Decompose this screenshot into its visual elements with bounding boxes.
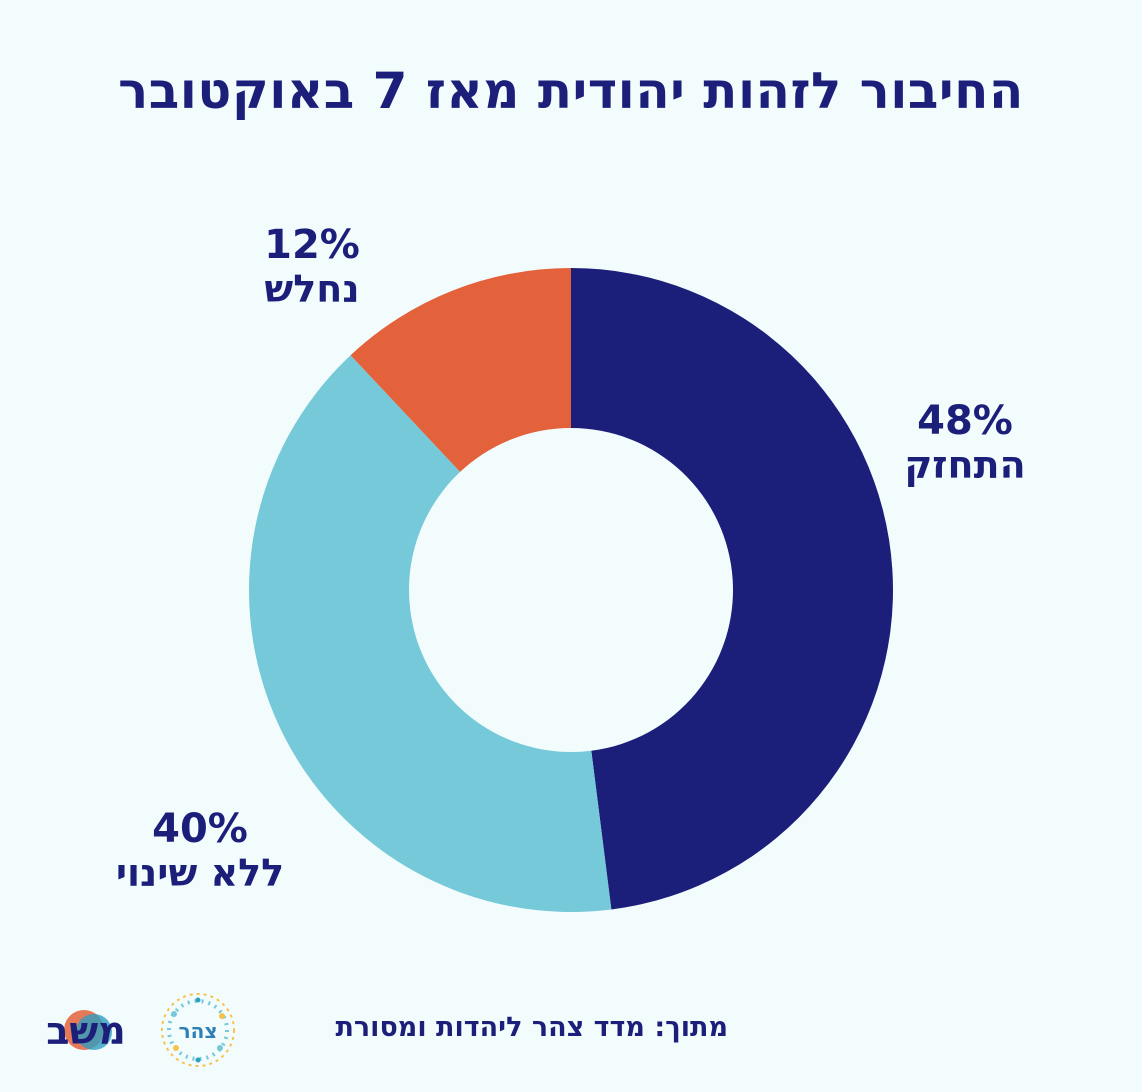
slice-value-no-change: 40% bbox=[152, 806, 248, 852]
slice-label-strengthened: 48% התחזק bbox=[880, 398, 1050, 488]
mashav-logo: משב bbox=[46, 1009, 126, 1053]
slice-category-weakened: נחלש bbox=[264, 267, 360, 311]
slice-value-weakened: 12% bbox=[264, 222, 360, 268]
slice-label-no-change: 40% ללא שינוי bbox=[100, 806, 300, 896]
donut-slices bbox=[249, 268, 894, 912]
slice-no-change bbox=[249, 355, 612, 912]
chart-title: החיבור לזהות יהודית מאז 7 באוקטובר bbox=[118, 62, 1024, 120]
source-text: מתוך: מדד צהר ליהדות ומסורת bbox=[335, 1012, 728, 1043]
slice-category-strengthened: התחזק bbox=[904, 443, 1026, 487]
slice-value-strengthened: 48% bbox=[917, 398, 1013, 444]
tzohar-logo: צהר bbox=[161, 993, 235, 1067]
slice-strengthened bbox=[571, 268, 894, 910]
svg-text:משב: משב bbox=[46, 1009, 126, 1053]
slice-category-no-change: ללא שינוי bbox=[115, 851, 285, 895]
slice-label-weakened: 12% נחלש bbox=[232, 222, 392, 312]
slice-weakened bbox=[350, 268, 571, 472]
footer: מתוך: מדד צהר ליהדות ומסורת צהר משב bbox=[0, 990, 1142, 1070]
svg-text:צהר: צהר bbox=[179, 1019, 218, 1043]
